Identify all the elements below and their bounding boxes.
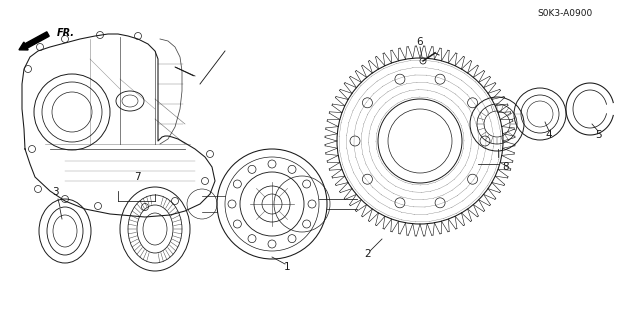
Text: 4: 4 — [546, 130, 552, 140]
Text: 7: 7 — [134, 172, 140, 182]
FancyArrow shape — [19, 32, 49, 50]
Text: S0K3-A0900: S0K3-A0900 — [538, 10, 593, 19]
Text: 3: 3 — [52, 187, 58, 197]
Text: 5: 5 — [595, 130, 602, 140]
Text: 1: 1 — [284, 262, 291, 272]
Text: FR.: FR. — [57, 28, 75, 38]
Text: 2: 2 — [365, 249, 371, 259]
Text: 8: 8 — [502, 162, 509, 172]
Text: 6: 6 — [417, 37, 423, 47]
